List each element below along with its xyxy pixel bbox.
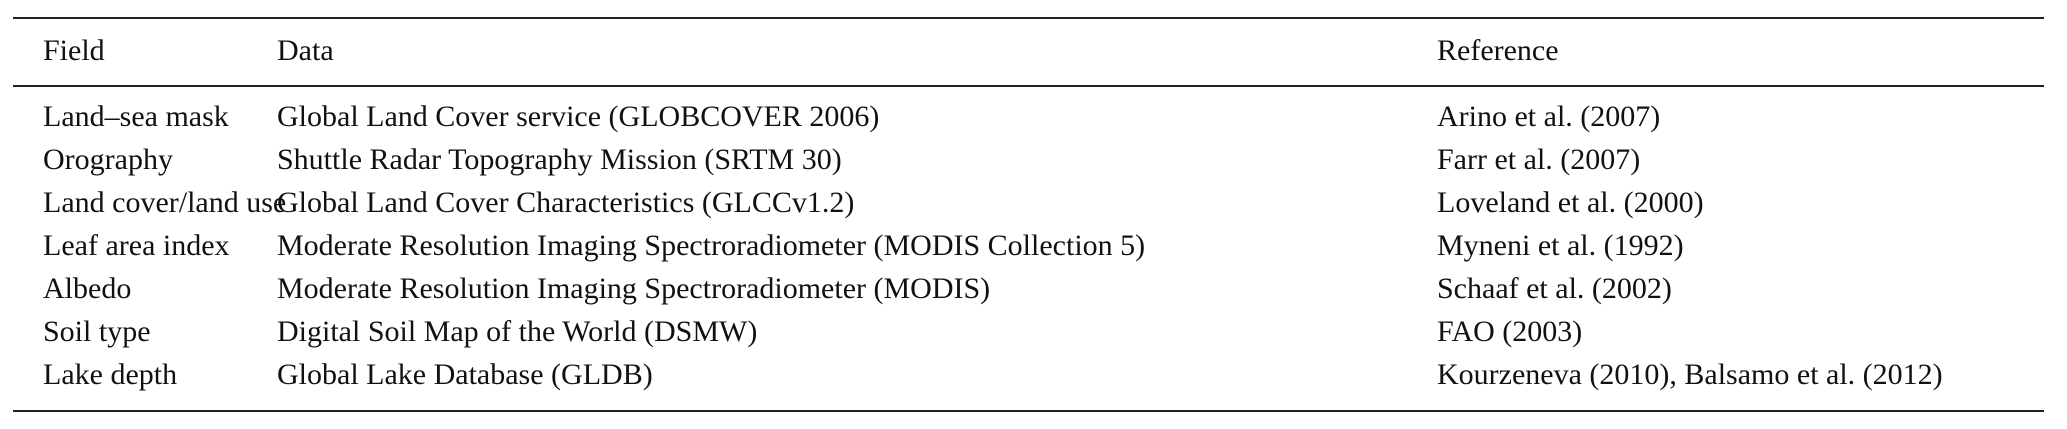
reference-cell: Myneni et al. (1992) xyxy=(1437,229,1684,262)
reference-cell: Farr et al. (2007) xyxy=(1437,143,1641,176)
field-cell: Leaf area index xyxy=(43,229,230,262)
table-row: Soil type Digital Soil Map of the World (… xyxy=(0,310,2067,353)
table-row: Land–sea mask Global Land Cover service (… xyxy=(0,95,2067,138)
data-cell: Global Land Cover service (GLOBCOVER 200… xyxy=(277,100,880,133)
bottom-rule xyxy=(13,410,2044,412)
data-cell: Moderate Resolution Imaging Spectroradio… xyxy=(277,272,991,305)
header-rule xyxy=(13,85,2044,87)
reference-cell: Loveland et al. (2000) xyxy=(1437,186,1704,219)
reference-cell: Kourzeneva (2010), Balsamo et al. (2012) xyxy=(1437,358,1943,391)
field-cell: Land–sea mask xyxy=(43,100,229,133)
data-cell: Shuttle Radar Topography Mission (SRTM 3… xyxy=(277,143,842,176)
reference-cell: Arino et al. (2007) xyxy=(1437,100,1661,133)
header-field: Field xyxy=(43,34,105,67)
data-cell: Global Lake Database (GLDB) xyxy=(277,358,653,391)
field-cell: Lake depth xyxy=(43,358,178,391)
data-cell: Digital Soil Map of the World (DSMW) xyxy=(277,315,758,348)
field-cell: Soil type xyxy=(43,315,151,348)
reference-cell: FAO (2003) xyxy=(1437,315,1583,348)
table-header: Field Data Reference xyxy=(0,29,2067,72)
table-row: Orography Shuttle Radar Topography Missio… xyxy=(0,138,2067,181)
table-row: Albedo Moderate Resolution Imaging Spectr… xyxy=(0,267,2067,310)
field-cell: Albedo xyxy=(43,272,132,305)
reference-cell: Schaaf et al. (2002) xyxy=(1437,272,1672,305)
table-row: Lake depth Global Lake Database (GLDB) Kou… xyxy=(0,353,2067,396)
data-cell: Moderate Resolution Imaging Spectroradio… xyxy=(277,229,1146,262)
data-cell: Global Land Cover Characteristics (GLCCv… xyxy=(277,186,855,219)
field-cell: Land cover/land use xyxy=(43,186,287,219)
header-reference: Reference xyxy=(1437,34,1559,67)
header-data: Data xyxy=(277,34,334,67)
table-row: Land cover/land use Global Land Cover Cha… xyxy=(0,181,2067,224)
table-row: Leaf area index Moderate Resolution Imagi… xyxy=(0,224,2067,267)
top-rule xyxy=(13,17,2044,19)
field-cell: Orography xyxy=(43,143,173,176)
